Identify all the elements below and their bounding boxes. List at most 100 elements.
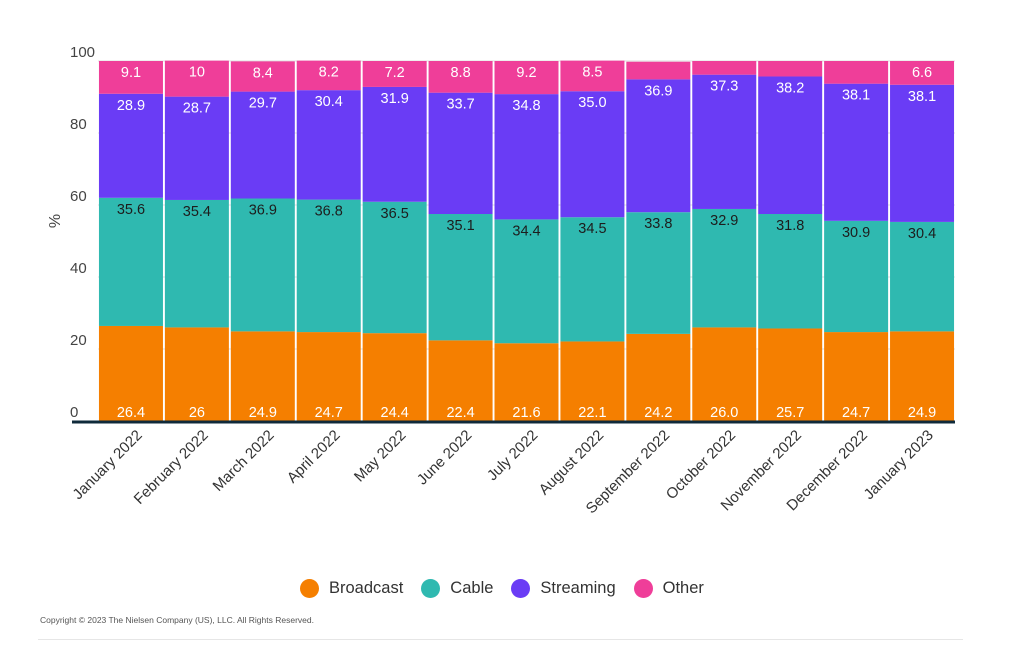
data-label-other: 7.2 bbox=[385, 65, 405, 81]
data-label-streaming: 37.3 bbox=[710, 79, 738, 95]
bar-segment-other bbox=[890, 61, 955, 85]
legend-item-streaming: Streaming bbox=[511, 578, 616, 598]
bar-segment-broadcast bbox=[428, 340, 493, 421]
bar-segment-streaming bbox=[230, 91, 295, 199]
bar-segment-streaming bbox=[890, 84, 955, 222]
bar-segment-streaming bbox=[362, 86, 427, 202]
x-tick-label: March 2022 bbox=[210, 427, 278, 495]
bar-segment-broadcast bbox=[758, 328, 823, 421]
bar-segment-broadcast bbox=[296, 332, 361, 421]
data-label-streaming: 30.4 bbox=[315, 94, 343, 110]
legend-label-broadcast: Broadcast bbox=[329, 578, 404, 597]
data-label-broadcast: 24.9 bbox=[249, 405, 277, 421]
data-label-cable: 30.9 bbox=[842, 225, 870, 241]
bar-segment-other bbox=[98, 61, 163, 94]
legend-label-other: Other bbox=[662, 578, 704, 597]
data-label-streaming: 31.9 bbox=[381, 91, 409, 107]
bar-segment-other bbox=[230, 61, 295, 92]
legend-item-broadcast: Broadcast bbox=[300, 578, 404, 598]
legend-label-cable: Cable bbox=[450, 578, 494, 597]
data-label-broadcast: 24.7 bbox=[315, 405, 343, 421]
bar-segment-streaming bbox=[428, 92, 493, 214]
bar-segment-broadcast bbox=[692, 327, 757, 421]
data-label-streaming: 29.7 bbox=[249, 96, 277, 112]
data-label-other: 9.1 bbox=[121, 65, 141, 81]
bar-segment-other bbox=[692, 61, 757, 75]
data-label-streaming: 38.2 bbox=[776, 80, 804, 96]
data-label-cable: 32.9 bbox=[710, 213, 738, 229]
legend-item-cable: Cable bbox=[421, 578, 494, 598]
data-label-cable: 36.8 bbox=[315, 204, 343, 220]
data-label-other: 9.2 bbox=[516, 65, 536, 81]
bar-segment-cable bbox=[98, 197, 163, 326]
data-label-broadcast: 24.4 bbox=[381, 405, 409, 421]
bar-segment-broadcast bbox=[560, 341, 625, 421]
data-label-broadcast: 24.2 bbox=[644, 405, 672, 421]
data-label-streaming: 36.9 bbox=[644, 83, 672, 99]
bar-segment-streaming bbox=[560, 91, 625, 218]
y-tick-label: 80 bbox=[70, 116, 87, 133]
bar-segment-other bbox=[428, 61, 493, 93]
bar-segment-cable bbox=[230, 198, 295, 332]
x-tick-label: June 2022 bbox=[414, 427, 476, 489]
data-label-streaming: 28.7 bbox=[183, 101, 211, 117]
legend: Broadcast Cable Streaming Other bbox=[300, 575, 704, 601]
bar-segment-streaming bbox=[98, 93, 163, 198]
legend-swatch-broadcast bbox=[300, 578, 319, 598]
bar-segment-streaming bbox=[758, 76, 823, 214]
data-label-streaming: 28.9 bbox=[117, 98, 145, 114]
legend-swatch-streaming bbox=[511, 578, 531, 598]
bar-segment-streaming bbox=[296, 90, 361, 200]
copyright-notice: Copyright © 2023 The Nielsen Company (US… bbox=[40, 615, 314, 625]
data-label-cable: 34.4 bbox=[512, 223, 540, 239]
bar-segment-cable bbox=[560, 217, 625, 342]
bar-segment-cable bbox=[824, 220, 889, 333]
data-label-streaming: 38.1 bbox=[908, 89, 936, 105]
x-tick-label: April 2022 bbox=[284, 427, 344, 487]
data-label-cable: 30.4 bbox=[908, 226, 936, 242]
bar-segment-other bbox=[758, 61, 823, 77]
y-tick-label: 40 bbox=[70, 260, 87, 277]
data-label-streaming: 34.8 bbox=[512, 98, 540, 114]
data-label-broadcast: 22.4 bbox=[446, 405, 474, 421]
bar-segment-other bbox=[296, 60, 361, 91]
data-label-broadcast: 24.9 bbox=[908, 405, 936, 421]
bar-segment-cable bbox=[626, 212, 691, 334]
legend-swatch-other bbox=[633, 578, 653, 598]
data-label-broadcast: 21.6 bbox=[512, 405, 540, 421]
data-label-other: 8.4 bbox=[253, 65, 273, 81]
bar-segment-other bbox=[824, 61, 889, 84]
data-label-other: 8.8 bbox=[450, 65, 470, 81]
y-tick-label: 60 bbox=[70, 188, 87, 205]
x-tick-label: January 2023 bbox=[861, 427, 937, 503]
bar-segment-cable bbox=[428, 214, 493, 341]
bar-segment-other bbox=[626, 61, 691, 80]
bar-segment-cable bbox=[692, 208, 757, 328]
data-label-cable: 36.5 bbox=[381, 206, 409, 222]
bar-segment-broadcast bbox=[362, 333, 427, 421]
bar-segment-broadcast bbox=[164, 327, 229, 421]
data-label-streaming: 38.1 bbox=[842, 88, 870, 104]
bar-segment-cable bbox=[296, 199, 361, 333]
legend-label-streaming: Streaming bbox=[540, 578, 616, 597]
bar-segment-other bbox=[164, 60, 229, 97]
y-axis-label: % bbox=[47, 214, 64, 228]
data-label-cable: 35.1 bbox=[446, 218, 474, 234]
data-label-cable: 33.8 bbox=[644, 216, 672, 232]
bar-segment-other bbox=[494, 61, 559, 95]
bar-segment-cable bbox=[758, 214, 823, 329]
data-label-broadcast: 25.7 bbox=[776, 405, 804, 421]
bar-segment-broadcast bbox=[890, 331, 955, 421]
bar-segment-streaming bbox=[626, 79, 691, 213]
bar-segment-cable bbox=[362, 201, 427, 334]
y-tick-label: 0 bbox=[70, 404, 78, 421]
bar-segment-streaming bbox=[494, 94, 559, 220]
bar-segment-cable bbox=[494, 219, 559, 344]
bar-segment-streaming bbox=[164, 96, 229, 200]
data-label-broadcast: 24.7 bbox=[842, 405, 870, 421]
data-label-broadcast: 26 bbox=[189, 405, 205, 421]
data-label-other: 8.2 bbox=[319, 65, 339, 81]
legend-swatch-cable bbox=[421, 578, 441, 598]
data-label-other: 8.5 bbox=[582, 65, 602, 81]
